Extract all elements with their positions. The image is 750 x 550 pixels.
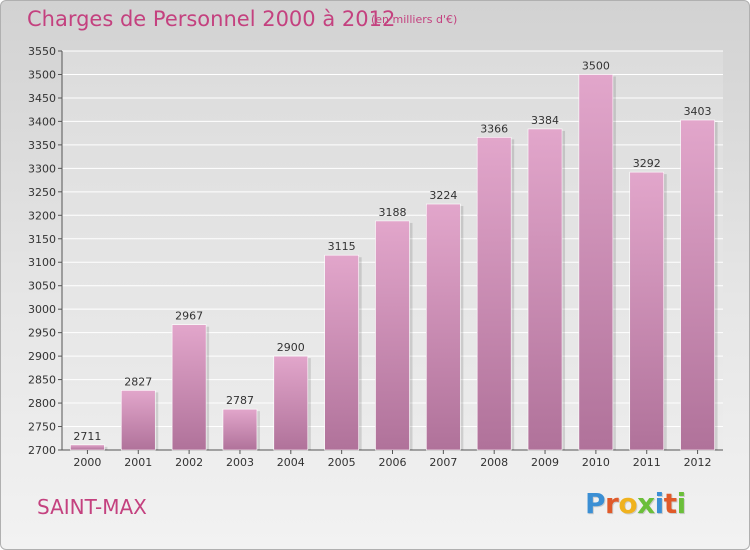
data-label: 3188 (379, 206, 407, 219)
x-tick-label: 2003 (226, 456, 254, 469)
data-label: 3366 (480, 122, 508, 135)
data-label: 3115 (328, 240, 356, 253)
logo-letter: P (585, 487, 606, 520)
bar-2010 (578, 74, 614, 451)
y-tick-label: 3100 (28, 256, 56, 269)
y-tick-label: 3000 (28, 303, 56, 316)
data-label: 3384 (531, 114, 559, 127)
x-tick-label: 2008 (480, 456, 508, 469)
x-tick-label: 2004 (277, 456, 305, 469)
chart-subtitle: (en milliers d'€) (371, 13, 458, 26)
proxiti-logo: Proxiti (585, 487, 686, 520)
x-tick-label: 2010 (582, 456, 610, 469)
bar-2007 (426, 203, 461, 451)
bar-2012 (680, 119, 715, 451)
bar-2001 (120, 390, 156, 451)
logo-letter: i (654, 487, 665, 520)
x-tick-label: 2012 (684, 456, 712, 469)
bar-2009 (527, 128, 563, 451)
data-label: 2787 (226, 394, 254, 407)
bar-2002 (171, 324, 207, 451)
data-label: 3292 (633, 157, 661, 170)
y-tick-label: 3350 (28, 139, 56, 152)
y-tick-label: 2950 (28, 327, 56, 340)
y-tick-label: 3250 (28, 186, 56, 199)
x-tick-label: 2007 (429, 456, 457, 469)
logo-letter: r (605, 487, 619, 520)
data-label: 2967 (175, 310, 203, 323)
y-tick-label: 2700 (28, 444, 56, 457)
x-tick-label: 2000 (73, 456, 101, 469)
bar-2011 (629, 171, 665, 451)
chart-title: Charges de Personnel 2000 à 2012 (27, 7, 396, 31)
y-tick-label: 2750 (28, 421, 56, 434)
y-tick-label: 3300 (28, 162, 56, 175)
bar-2006 (375, 220, 410, 451)
bar-2005 (324, 254, 359, 451)
data-label: 3403 (684, 105, 712, 118)
y-tick-label: 2800 (28, 397, 56, 410)
x-tick-label: 2005 (328, 456, 356, 469)
bar-2004 (273, 355, 309, 451)
x-tick-label: 2009 (531, 456, 559, 469)
y-tick-label: 2850 (28, 374, 56, 387)
data-label: 2827 (124, 375, 152, 388)
x-tick-label: 2011 (633, 456, 661, 469)
bar-2003 (222, 408, 258, 451)
data-label: 3224 (429, 189, 457, 202)
data-label: 2900 (277, 341, 305, 354)
x-tick-label: 2006 (379, 456, 407, 469)
y-tick-label: 2900 (28, 350, 56, 363)
logo-letter: o (618, 487, 638, 520)
data-label: 2711 (73, 430, 101, 443)
x-tick-label: 2002 (175, 456, 203, 469)
bar-2000 (70, 444, 105, 451)
y-tick-label: 3400 (28, 115, 56, 128)
y-tick-label: 3500 (28, 68, 56, 81)
y-tick-label: 3200 (28, 209, 56, 222)
logo-letter: t (663, 487, 677, 520)
x-tick-label: 2001 (124, 456, 152, 469)
logo-letter: x (637, 487, 655, 520)
y-tick-label: 3550 (28, 45, 56, 58)
logo-letter: i (676, 487, 687, 520)
data-label: 3500 (582, 59, 610, 72)
y-tick-label: 3150 (28, 233, 56, 246)
y-tick-label: 3050 (28, 280, 56, 293)
commune-name: SAINT-MAX (37, 495, 147, 519)
y-tick-label: 3450 (28, 92, 56, 105)
bar-2008 (476, 137, 512, 451)
